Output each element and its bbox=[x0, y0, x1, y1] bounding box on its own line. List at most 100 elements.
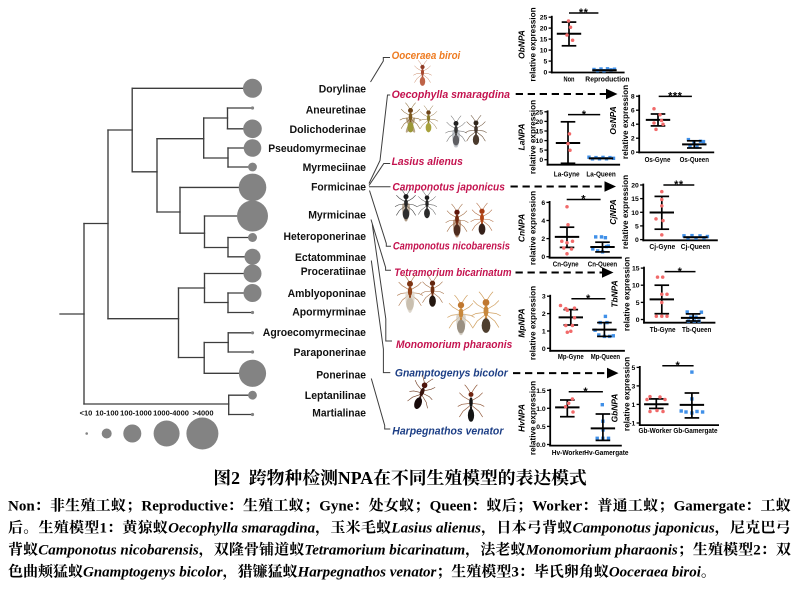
svg-text:25: 25 bbox=[540, 15, 548, 22]
svg-text:MpNPA: MpNPA bbox=[517, 308, 527, 337]
svg-text:20: 20 bbox=[631, 183, 639, 190]
svg-text:Ponerinae: Ponerinae bbox=[316, 369, 366, 381]
svg-text:Cn-Gyne: Cn-Gyne bbox=[553, 260, 579, 269]
svg-text:Tb-Queen: Tb-Queen bbox=[682, 325, 711, 334]
svg-text:Martialinae: Martialinae bbox=[312, 408, 366, 420]
svg-text:*: * bbox=[583, 386, 588, 398]
svg-text:Worker: Worker bbox=[532, 499, 582, 515]
svg-text:Os-Queen: Os-Queen bbox=[680, 155, 709, 164]
svg-text:OsNPA: OsNPA bbox=[608, 106, 618, 134]
svg-text:Camponotus japonicus: Camponotus japonicus bbox=[573, 521, 715, 537]
svg-text:1: 1 bbox=[632, 402, 636, 409]
svg-text:1: 1 bbox=[542, 329, 546, 336]
svg-text:relative expression: relative expression bbox=[529, 286, 538, 360]
svg-text:15: 15 bbox=[632, 266, 640, 273]
svg-text:Oecophylla smaragdina: Oecophylla smaragdina bbox=[392, 89, 510, 101]
svg-text:Lasius alienus: Lasius alienus bbox=[392, 156, 463, 168]
svg-text:4: 4 bbox=[541, 218, 545, 225]
svg-text:0.0: 0.0 bbox=[536, 442, 546, 449]
svg-text:relative expression: relative expression bbox=[529, 7, 538, 81]
svg-text:Tetramorium bicarinatum: Tetramorium bicarinatum bbox=[394, 267, 512, 279]
svg-text:relative expression: relative expression bbox=[621, 85, 630, 159]
svg-text:Cn-Queen: Cn-Queen bbox=[588, 260, 617, 269]
svg-text:<10: <10 bbox=[80, 409, 93, 418]
svg-text:Gamergate: Gamergate bbox=[674, 499, 746, 515]
svg-text:Aneuretinae: Aneuretinae bbox=[306, 105, 366, 117]
svg-text:1.0: 1.0 bbox=[536, 406, 546, 413]
svg-text:5: 5 bbox=[544, 59, 548, 66]
svg-text:Cj-Queen: Cj-Queen bbox=[681, 242, 710, 251]
svg-text:Reproduction: Reproduction bbox=[585, 75, 629, 84]
svg-text:NPA: NPA bbox=[338, 468, 373, 488]
svg-text:4: 4 bbox=[631, 122, 635, 129]
svg-text:Myrmeciinae: Myrmeciinae bbox=[303, 162, 366, 174]
svg-text:Heteroponerinae: Heteroponerinae bbox=[284, 231, 367, 243]
svg-text:Monomorium pharaonis: Monomorium pharaonis bbox=[396, 339, 512, 351]
svg-text:100-1000: 100-1000 bbox=[120, 409, 152, 418]
svg-text:0: 0 bbox=[541, 254, 545, 261]
svg-text:Gnamptogenys bicolor: Gnamptogenys bicolor bbox=[395, 368, 509, 380]
svg-text:Paraponerinae: Paraponerinae bbox=[294, 347, 367, 359]
svg-text:3: 3 bbox=[542, 294, 546, 301]
svg-text:Harpegnathos venator: Harpegnathos venator bbox=[297, 565, 437, 581]
svg-text:*: * bbox=[678, 266, 683, 278]
svg-text:relative expression: relative expression bbox=[529, 381, 538, 455]
svg-text:10: 10 bbox=[540, 48, 548, 55]
svg-text:Os-Gyne: Os-Gyne bbox=[645, 155, 671, 164]
svg-text:Ectatomminae: Ectatomminae bbox=[295, 252, 366, 264]
svg-text:Mp-Queen: Mp-Queen bbox=[591, 352, 620, 361]
svg-text:10: 10 bbox=[536, 138, 544, 145]
svg-text:10-100: 10-100 bbox=[95, 409, 118, 418]
svg-text:LaNPA: LaNPA bbox=[517, 124, 527, 151]
svg-text:***: *** bbox=[668, 91, 683, 103]
svg-text:20: 20 bbox=[540, 26, 548, 33]
svg-text:Proceratiinae: Proceratiinae bbox=[301, 266, 366, 278]
svg-text:CjNPA: CjNPA bbox=[608, 199, 618, 224]
svg-text:La-Queen: La-Queen bbox=[586, 170, 615, 179]
svg-text:0: 0 bbox=[539, 157, 543, 164]
svg-text:Reproductive: Reproductive bbox=[141, 499, 228, 515]
svg-text:Non: Non bbox=[8, 499, 35, 515]
svg-text:5: 5 bbox=[635, 223, 639, 230]
svg-text:10: 10 bbox=[631, 210, 639, 217]
svg-text:5: 5 bbox=[539, 148, 543, 155]
svg-text:2: 2 bbox=[541, 236, 545, 243]
svg-text:*: * bbox=[586, 293, 591, 305]
svg-text:relative expression: relative expression bbox=[622, 257, 631, 331]
svg-text:Cj-Gyne: Cj-Gyne bbox=[649, 242, 675, 251]
svg-text:Gyne: Gyne bbox=[319, 499, 354, 515]
svg-text:Camponotus nicobarensis: Camponotus nicobarensis bbox=[38, 543, 199, 559]
svg-text:Ooceraea biroi: Ooceraea biroi bbox=[392, 50, 462, 62]
svg-text:Apormyrminae: Apormyrminae bbox=[292, 306, 366, 318]
svg-text:Gnamptogenys bicolor: Gnamptogenys bicolor bbox=[83, 565, 223, 581]
svg-text:Hv-Gamergate: Hv-Gamergate bbox=[584, 448, 628, 457]
svg-text:Oecophylla smaragdina: Oecophylla smaragdina bbox=[168, 521, 316, 537]
svg-text:Monomorium pharaonis: Monomorium pharaonis bbox=[525, 543, 678, 559]
svg-text:Leptanilinae: Leptanilinae bbox=[305, 390, 366, 402]
svg-text:3: 3 bbox=[632, 383, 636, 390]
svg-text:Lasius alienus: Lasius alienus bbox=[390, 521, 481, 537]
svg-text:Dolichoderinae: Dolichoderinae bbox=[290, 124, 367, 136]
svg-text:6: 6 bbox=[631, 108, 635, 115]
svg-text:relative expression: relative expression bbox=[529, 191, 538, 265]
svg-text:*: * bbox=[581, 194, 586, 206]
svg-text:CnNPA: CnNPA bbox=[517, 214, 527, 242]
svg-text:Gb-Gamergate: Gb-Gamergate bbox=[673, 426, 717, 435]
svg-text:GbNPA: GbNPA bbox=[610, 394, 620, 423]
svg-text:15: 15 bbox=[536, 129, 544, 136]
svg-text:Agroecomyrmecinae: Agroecomyrmecinae bbox=[263, 327, 366, 339]
svg-text:Camponotus japonicus: Camponotus japonicus bbox=[392, 182, 505, 194]
svg-text:Queen: Queen bbox=[430, 499, 472, 515]
svg-text:Non: Non bbox=[564, 75, 575, 84]
svg-text:**: ** bbox=[579, 7, 589, 19]
svg-text:relative expression: relative expression bbox=[622, 357, 631, 431]
svg-text:0: 0 bbox=[544, 70, 548, 77]
svg-text:Ooceraea biroi: Ooceraea biroi bbox=[609, 565, 702, 581]
svg-text:Dorylinae: Dorylinae bbox=[319, 83, 366, 95]
svg-text:2: 2 bbox=[753, 543, 761, 559]
svg-text:10: 10 bbox=[632, 283, 640, 290]
svg-text:Formicinae: Formicinae bbox=[311, 181, 366, 193]
svg-text:0: 0 bbox=[542, 346, 546, 353]
svg-text:1000-4000: 1000-4000 bbox=[153, 409, 189, 418]
svg-text:3: 3 bbox=[511, 565, 518, 581]
